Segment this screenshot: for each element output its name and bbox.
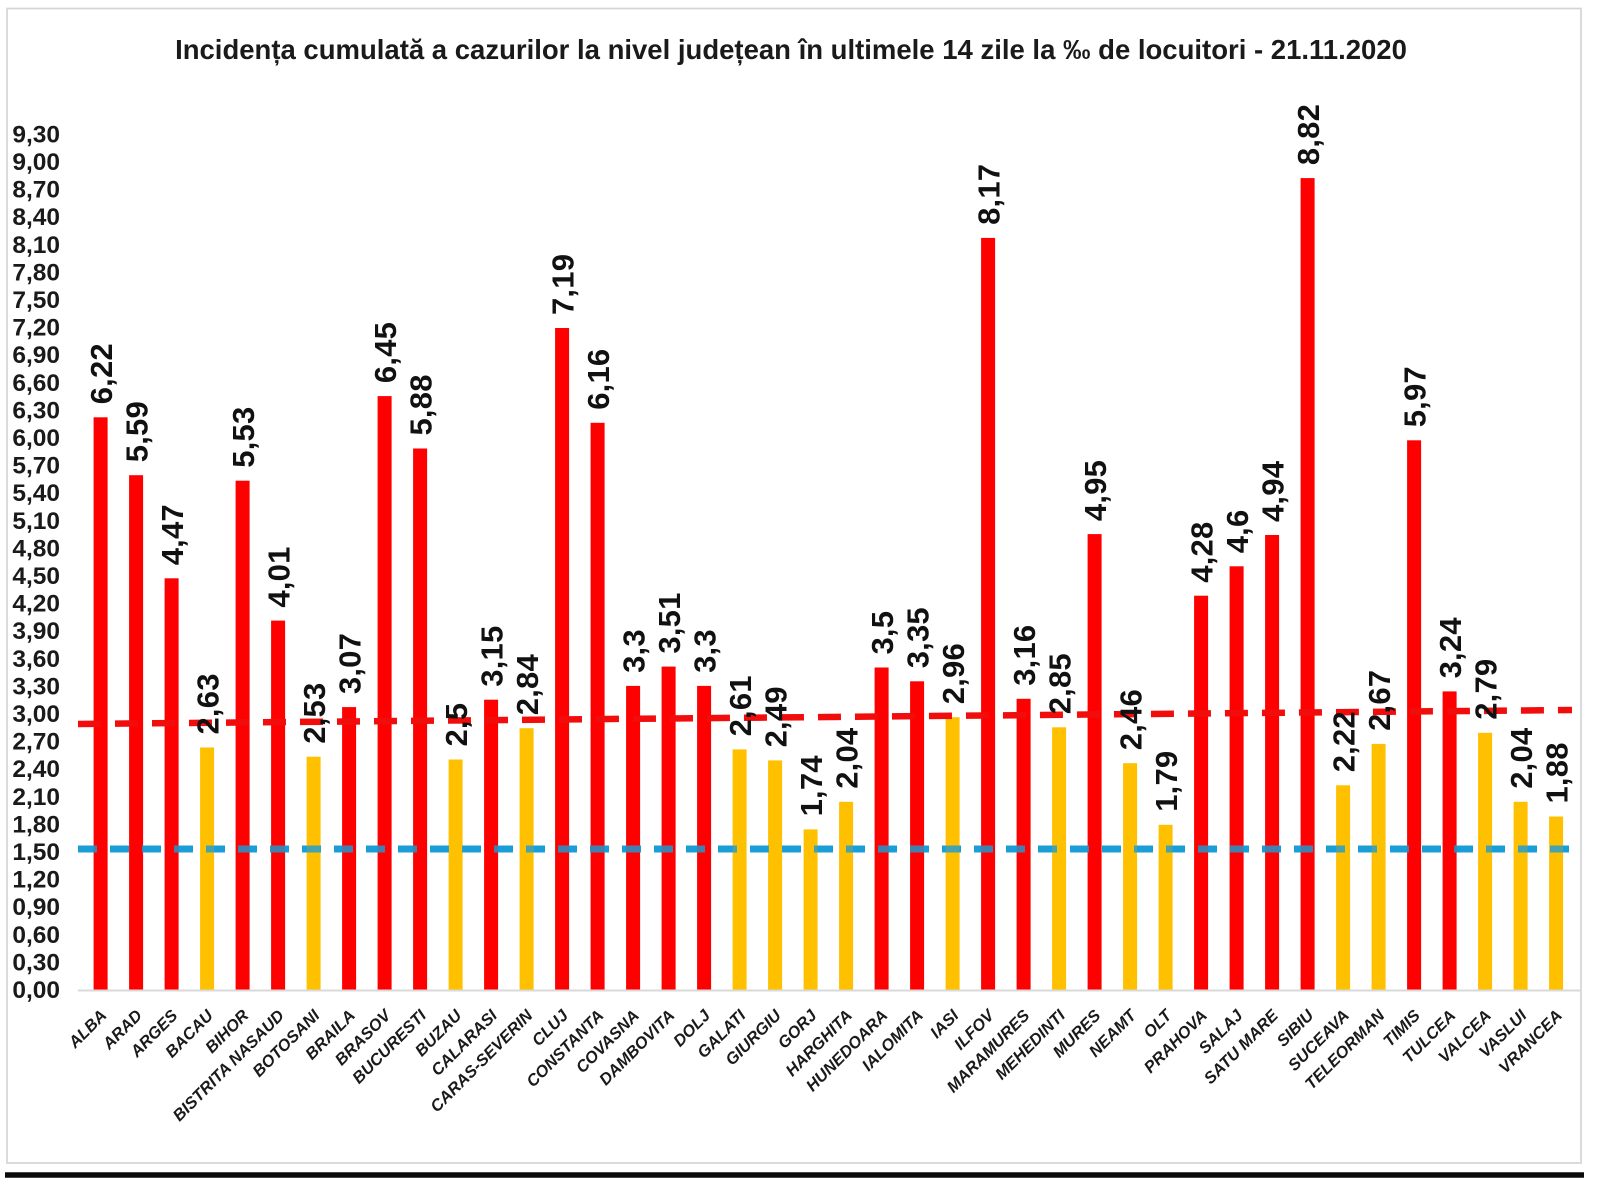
svg-text:3,90: 3,90	[12, 618, 60, 645]
svg-text:6,60: 6,60	[12, 370, 60, 397]
svg-text:2,04: 2,04	[1504, 727, 1539, 789]
svg-text:4,01: 4,01	[262, 546, 297, 607]
svg-text:1,79: 1,79	[1149, 751, 1184, 812]
svg-text:1,80: 1,80	[12, 811, 60, 838]
svg-text:2,70: 2,70	[12, 729, 60, 756]
svg-text:2,67: 2,67	[1362, 670, 1397, 731]
svg-text:8,40: 8,40	[12, 204, 60, 231]
svg-text:3,5: 3,5	[865, 611, 900, 655]
svg-text:2,5: 2,5	[439, 703, 474, 747]
svg-text:5,40: 5,40	[12, 480, 60, 507]
svg-text:7,80: 7,80	[12, 259, 60, 286]
svg-text:2,40: 2,40	[12, 756, 60, 783]
svg-text:5,10: 5,10	[12, 508, 60, 535]
svg-text:4,20: 4,20	[12, 591, 60, 618]
svg-text:2,61: 2,61	[723, 675, 758, 736]
svg-text:3,3: 3,3	[617, 629, 652, 673]
svg-text:8,10: 8,10	[12, 232, 60, 259]
svg-text:3,07: 3,07	[333, 633, 368, 694]
svg-text:6,00: 6,00	[12, 425, 60, 452]
svg-text:0,00: 0,00	[12, 977, 60, 1004]
svg-text:6,45: 6,45	[368, 322, 403, 383]
svg-text:4,47: 4,47	[155, 504, 190, 565]
svg-text:7,50: 7,50	[12, 287, 60, 314]
svg-text:1,20: 1,20	[12, 867, 60, 894]
svg-text:8,82: 8,82	[1291, 104, 1326, 165]
svg-text:2,63: 2,63	[191, 673, 226, 734]
svg-text:0,90: 0,90	[12, 894, 60, 921]
svg-text:2,53: 2,53	[297, 683, 332, 744]
svg-text:9,00: 9,00	[12, 149, 60, 176]
svg-text:2,84: 2,84	[510, 654, 545, 716]
svg-text:3,3: 3,3	[688, 629, 723, 673]
svg-text:2,79: 2,79	[1469, 659, 1504, 720]
svg-text:2,49: 2,49	[759, 686, 794, 747]
svg-text:4,94: 4,94	[1256, 460, 1291, 522]
svg-text:3,60: 3,60	[12, 646, 60, 673]
svg-text:2,96: 2,96	[936, 643, 971, 704]
svg-text:9,30: 9,30	[12, 121, 60, 148]
svg-text:2,46: 2,46	[1114, 689, 1149, 750]
svg-text:7,20: 7,20	[12, 315, 60, 342]
svg-text:8,70: 8,70	[12, 177, 60, 204]
svg-text:4,95: 4,95	[1078, 460, 1113, 521]
svg-text:0,30: 0,30	[12, 949, 60, 976]
svg-text:6,90: 6,90	[12, 342, 60, 369]
svg-text:1,50: 1,50	[12, 839, 60, 866]
svg-text:5,59: 5,59	[120, 401, 155, 462]
svg-text:4,80: 4,80	[12, 535, 60, 562]
svg-text:2,22: 2,22	[1327, 711, 1362, 772]
svg-text:0,60: 0,60	[12, 922, 60, 949]
svg-text:3,30: 3,30	[12, 673, 60, 700]
svg-text:3,15: 3,15	[475, 626, 510, 687]
svg-text:1,88: 1,88	[1540, 742, 1575, 803]
svg-text:6,30: 6,30	[12, 397, 60, 424]
svg-text:6,16: 6,16	[581, 349, 616, 410]
svg-text:3,51: 3,51	[652, 592, 687, 653]
svg-text:2,10: 2,10	[12, 784, 60, 811]
svg-text:5,97: 5,97	[1398, 366, 1433, 427]
svg-text:4,50: 4,50	[12, 563, 60, 590]
svg-text:7,19: 7,19	[546, 254, 581, 315]
svg-text:Incidența cumulată a cazurilor: Incidența cumulată a cazurilor la nivel …	[175, 34, 1407, 65]
svg-text:1,74: 1,74	[794, 755, 829, 817]
svg-text:2,04: 2,04	[830, 727, 865, 789]
svg-text:3,35: 3,35	[901, 607, 936, 668]
svg-text:3,00: 3,00	[12, 701, 60, 728]
svg-text:4,28: 4,28	[1185, 522, 1220, 583]
svg-text:2,85: 2,85	[1043, 653, 1078, 714]
svg-text:5,88: 5,88	[404, 374, 439, 435]
svg-text:3,24: 3,24	[1433, 617, 1468, 679]
svg-text:4,6: 4,6	[1220, 510, 1255, 554]
svg-text:6,22: 6,22	[84, 343, 119, 404]
svg-text:5,70: 5,70	[12, 453, 60, 480]
svg-text:8,17: 8,17	[972, 164, 1007, 225]
svg-text:5,53: 5,53	[226, 407, 261, 468]
svg-text:3,16: 3,16	[1007, 625, 1042, 686]
